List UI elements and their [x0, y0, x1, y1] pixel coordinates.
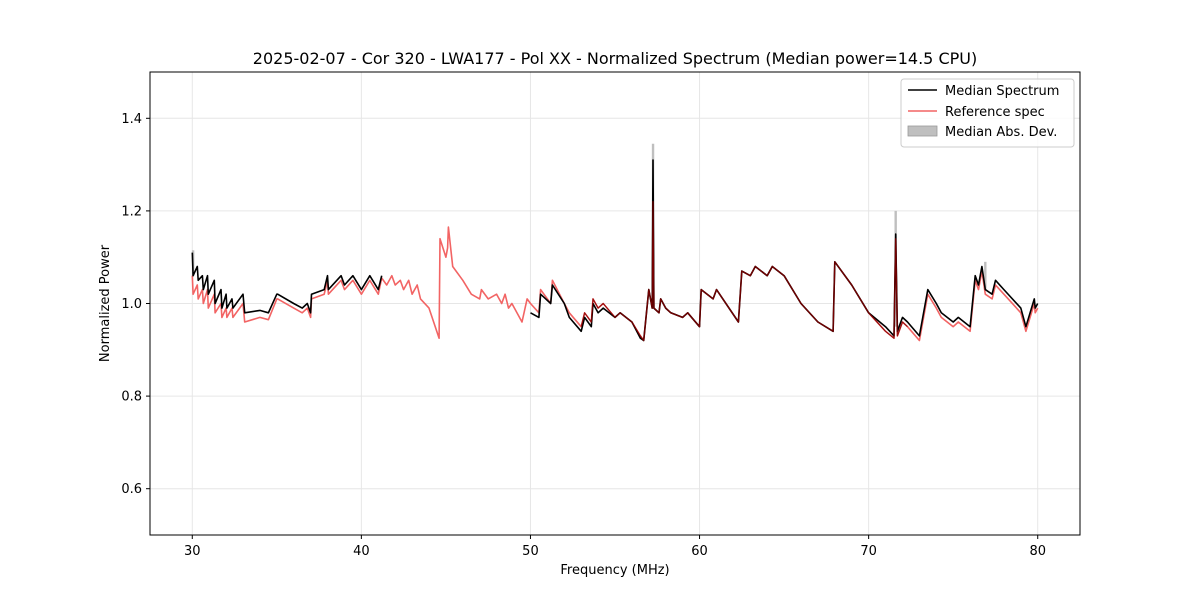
- x-tick-label: 40: [353, 544, 370, 559]
- x-axis-label: Frequency (MHz): [560, 563, 669, 578]
- legend-reference-label: Reference spec: [945, 105, 1045, 120]
- legend-mad-label: Median Abs. Dev.: [945, 125, 1057, 140]
- y-tick-label: 1.4: [121, 112, 142, 127]
- y-tick-label: 0.6: [121, 482, 142, 497]
- x-tick-label: 80: [1029, 544, 1046, 559]
- ticks: 30 40 50 60 70 80 0.6 0.8 1.0 1.2 1.4: [121, 112, 1046, 559]
- x-tick-label: 70: [860, 544, 877, 559]
- legend-box: [900, 78, 1075, 148]
- legend: Median Spectrum Reference spec Median Ab…: [900, 78, 1075, 148]
- legend-median-label: Median Spectrum: [945, 84, 1059, 99]
- overlap-line: [580, 201, 908, 342]
- y-tick-label: 1.0: [121, 297, 142, 312]
- x-tick-label: 50: [522, 544, 539, 559]
- x-tick-label: 30: [184, 544, 201, 559]
- y-tick-label: 1.2: [121, 204, 142, 219]
- median-spectrum-line: [191, 159, 1039, 342]
- legend-mad-swatch: [907, 125, 938, 137]
- y-axis-label: Normalized Power: [98, 244, 113, 362]
- chart-title: 2025-02-07 - Cor 320 - LWA177 - Pol XX -…: [253, 49, 977, 68]
- x-tick-label: 60: [691, 544, 708, 559]
- reference-spectrum-line: [191, 200, 1039, 342]
- y-tick-label: 0.8: [121, 390, 142, 405]
